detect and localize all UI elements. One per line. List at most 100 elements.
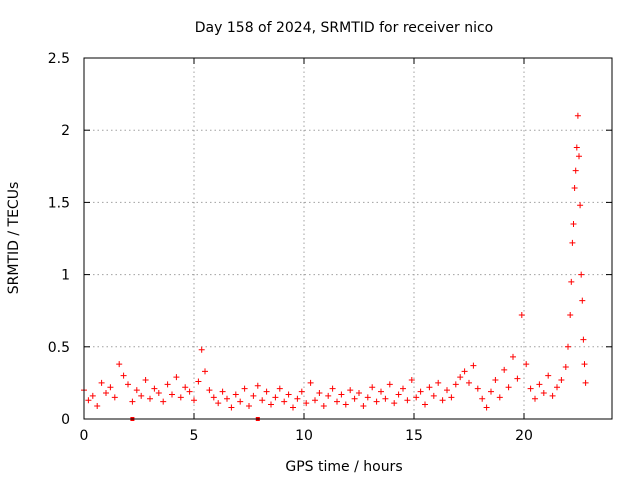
data-point [360,403,367,410]
data-point [572,167,579,174]
data-point [483,404,490,411]
data-point [400,385,406,392]
data-point [461,368,468,375]
data-point [147,395,153,402]
data-point [206,387,213,394]
data-point [364,394,371,401]
data-point [329,385,336,392]
data-point [448,394,455,401]
x-tick-label: 5 [190,428,199,444]
data-point [422,401,428,408]
data-point [466,379,472,386]
data-point [567,312,574,319]
data-point [501,366,508,373]
y-tick-label: 0 [61,412,70,428]
data-point [263,388,270,395]
data-point [228,404,235,411]
data-point [241,385,248,392]
data-point [195,378,202,385]
data-point [382,395,389,402]
data-point [565,343,571,350]
data-point [298,388,305,395]
data-point [439,397,446,404]
data-point [342,401,349,408]
data-point [219,388,226,395]
data-point [107,384,114,391]
data-point [505,384,512,391]
y-tick-label: 2.5 [48,51,70,67]
x-tick-label: 0 [80,428,89,444]
data-point [558,377,565,384]
data-point [444,387,450,394]
data-point [316,390,323,397]
data-point [574,112,581,119]
data-point [435,379,442,386]
data-point [532,395,538,402]
data-point [479,395,486,402]
data-point [250,392,257,399]
data-point [186,388,193,395]
data-point [570,221,577,228]
data-point [272,394,279,401]
data-point [191,397,197,404]
axis-ticks [83,57,612,420]
chart-title: Day 158 of 2024, SRMTID for receiver nic… [195,20,493,36]
data-point [285,391,292,398]
data-point [578,271,585,278]
data-point [562,364,569,371]
data-point [536,381,543,388]
data-point [169,391,175,398]
data-point [133,387,140,394]
data-point [577,202,584,209]
data-point [470,362,477,369]
data-point [215,400,222,407]
data-point [334,398,340,405]
data-point [488,388,494,395]
data-point [94,403,101,410]
x-tick-label: 10 [295,428,313,444]
data-point [173,374,180,381]
data-point [580,336,587,343]
tick-labels: 0 5 10 15 20 0 0.5 1 1.5 2 2.5 [48,51,533,444]
data-point [496,394,503,401]
data-point [198,346,205,353]
data-point [430,392,437,399]
data-point [351,395,358,402]
data-point [202,368,208,375]
data-point [85,397,92,404]
x-tick-label: 20 [515,428,533,444]
data-point [369,384,376,391]
data-point [391,400,398,407]
data-point [474,385,481,392]
data-point [540,390,547,397]
data-point [554,384,560,391]
data-point [514,375,521,382]
y-axis-label: SRMTID / TECUs [6,182,22,295]
x-tick-label: 15 [405,428,423,444]
data-point [98,379,105,386]
data-point [254,382,261,389]
data-point [210,394,217,401]
data-point [325,392,332,399]
data-point [276,385,283,392]
data-point [417,388,424,395]
data-point [356,390,362,397]
data-point [224,395,230,402]
data-point [312,397,318,404]
data-points [81,112,589,411]
data-point [142,377,149,384]
data-point [378,388,384,395]
data-point [571,184,578,191]
data-point [177,394,184,401]
data-point [510,353,516,360]
data-point [103,390,109,397]
data-point [523,361,530,368]
data-point [545,372,552,379]
data-point [492,377,499,384]
data-point [457,374,464,381]
data-point [125,381,131,388]
data-point [395,391,402,398]
data-point [320,403,327,410]
